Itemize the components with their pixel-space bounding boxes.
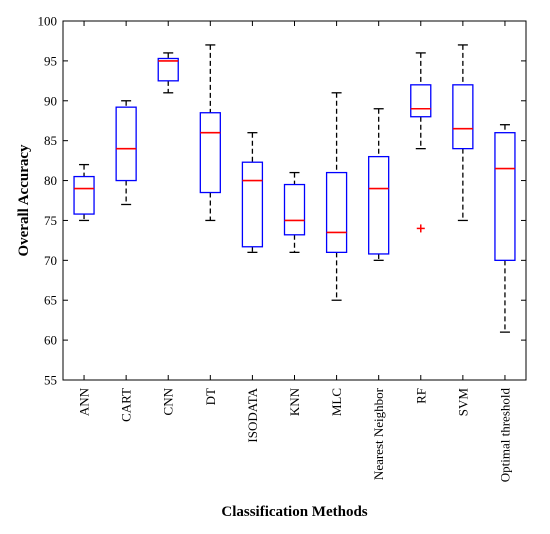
x-tick-label: RF bbox=[413, 388, 428, 404]
x-tick-label: Optimal threshold bbox=[497, 388, 512, 483]
x-tick-label: DT bbox=[203, 388, 218, 405]
y-tick-label: 90 bbox=[44, 93, 57, 108]
y-tick-label: 60 bbox=[44, 333, 57, 348]
iqr-box bbox=[452, 84, 474, 150]
iqr-box bbox=[73, 175, 95, 215]
iqr-box bbox=[115, 106, 137, 182]
box-cart bbox=[115, 100, 137, 206]
plot-area: 55 60 65 70 75 80 85 90 95 100 ANN CART CNN DT ISODATA… bbox=[38, 14, 526, 483]
x-tick-label: CNN bbox=[161, 387, 176, 415]
y-axis-title: Overall Accuracy bbox=[16, 144, 32, 257]
box-knn bbox=[283, 171, 306, 254]
plot-frame bbox=[62, 20, 527, 381]
box-mlc bbox=[325, 92, 348, 301]
box-optimal-threshold bbox=[494, 124, 516, 333]
y-tick-label: 65 bbox=[44, 293, 57, 308]
y-tick-label: 75 bbox=[44, 213, 57, 228]
x-tick-label: MLC bbox=[329, 388, 344, 416]
outlier-marker bbox=[416, 224, 425, 233]
box-ann bbox=[73, 163, 95, 222]
x-tick-label: KNN bbox=[287, 387, 302, 416]
x-tick-label: Nearest Neighbor bbox=[371, 387, 386, 480]
box-rf bbox=[410, 52, 432, 233]
box-isodata bbox=[241, 132, 264, 254]
y-tick-label: 70 bbox=[44, 253, 57, 268]
iqr-box bbox=[325, 171, 348, 254]
iqr-box bbox=[410, 84, 432, 118]
y-tick-label: 95 bbox=[44, 53, 57, 68]
y-tick-label: 100 bbox=[38, 14, 58, 29]
iqr-box bbox=[241, 161, 264, 248]
y-tick-label: 55 bbox=[44, 373, 57, 388]
box-cnn bbox=[157, 52, 179, 94]
iqr-box bbox=[199, 112, 221, 194]
x-tick-label: ANN bbox=[77, 387, 92, 416]
x-tick-label: CART bbox=[119, 388, 134, 422]
iqr-box bbox=[283, 183, 306, 236]
y-tick-label: 80 bbox=[44, 173, 57, 188]
iqr-box bbox=[368, 155, 390, 255]
box-dt bbox=[199, 44, 221, 222]
box-nearest-neighbor bbox=[368, 108, 390, 261]
x-tick-label: ISODATA bbox=[245, 387, 260, 442]
box-svm bbox=[452, 44, 474, 222]
x-tick-label: SVM bbox=[455, 388, 470, 417]
iqr-box bbox=[157, 57, 179, 82]
x-axis-title: Classification Methods bbox=[221, 504, 367, 520]
y-tick-label: 85 bbox=[44, 133, 57, 148]
iqr-box bbox=[494, 132, 516, 261]
